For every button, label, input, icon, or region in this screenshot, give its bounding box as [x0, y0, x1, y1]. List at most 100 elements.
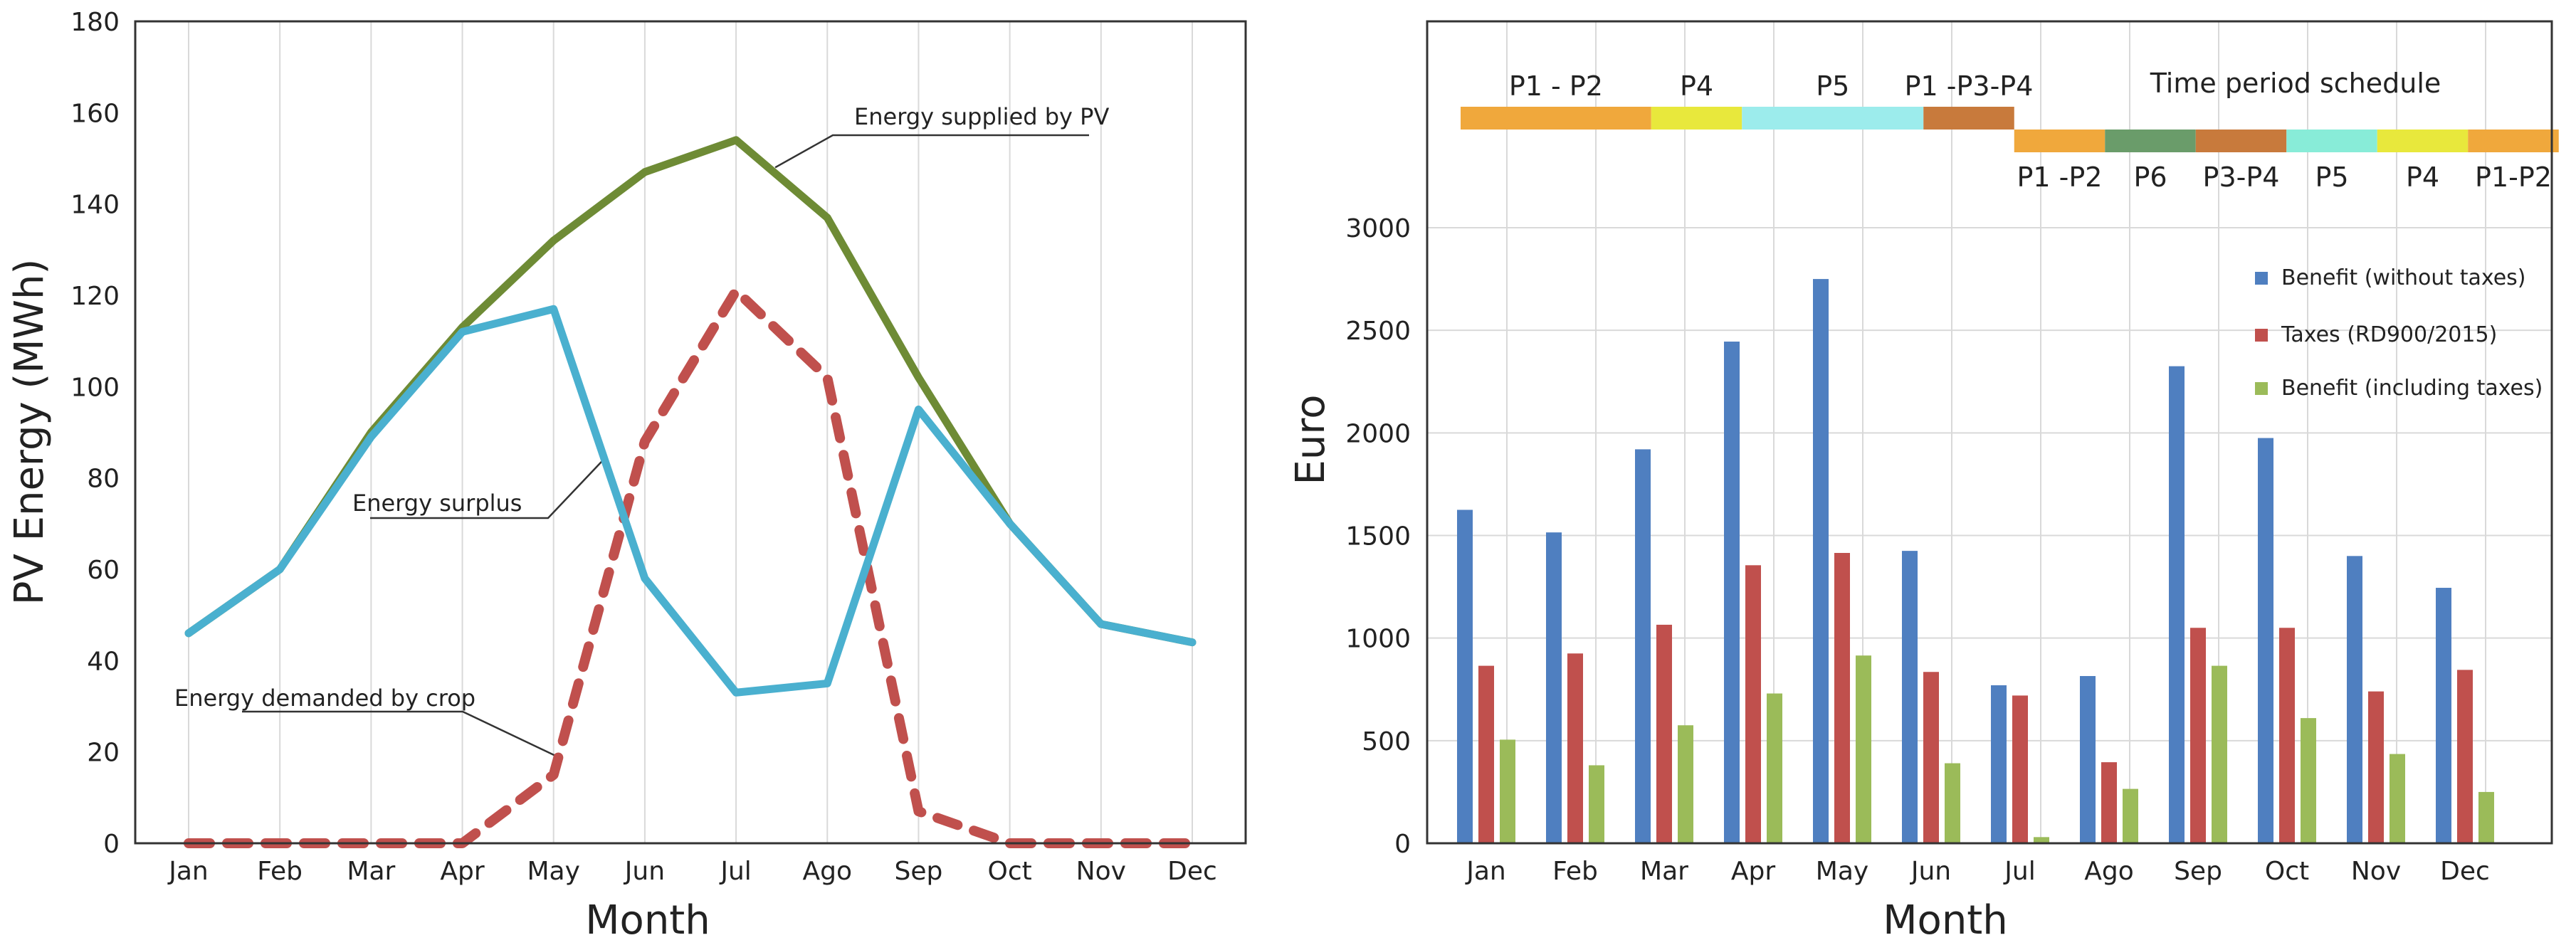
- left-y-tick-100: 100: [70, 373, 120, 402]
- bar-benefit-including-taxes-jan: [1500, 739, 1515, 843]
- schedule-row2-label-p4: P4: [2406, 162, 2439, 193]
- left-plot-frame: [134, 20, 1247, 845]
- bar-benefit-including-taxes-ago: [2123, 788, 2138, 843]
- bar-benefit-including-taxes-may: [1856, 655, 1871, 843]
- annotation-energy-demanded: Energy demanded by crop: [174, 685, 475, 712]
- left-y-tick-80: 80: [87, 465, 120, 494]
- legend-label-benefit-without-taxes: Benefit (without taxes): [2281, 265, 2526, 290]
- right-x-tick-oct: Oct: [2265, 857, 2309, 886]
- bar-benefit-without-taxes-sep: [2169, 366, 2185, 843]
- left-y-tick-0: 0: [103, 830, 120, 859]
- bar-taxes-rd900-2015-dec: [2457, 670, 2473, 843]
- bar-benefit-without-taxes-oct: [2258, 438, 2273, 843]
- left-y-tick-140: 140: [70, 191, 120, 220]
- bar-benefit-without-taxes-mar: [1635, 449, 1651, 843]
- schedule-row2-bar-p6: [2105, 130, 2196, 152]
- bar-benefit-without-taxes-ago: [2080, 676, 2096, 843]
- left-y-tick-20: 20: [87, 739, 120, 768]
- schedule-row1-label-p4: P4: [1680, 70, 1713, 102]
- leader-energy-supplied: [774, 134, 1089, 169]
- bar-taxes-rd900-2015-oct: [2279, 628, 2295, 843]
- schedule-row2-bar-p1-p2: [2468, 130, 2559, 152]
- left-y-tick-160: 160: [70, 99, 120, 128]
- annotation-energy-surplus: Energy surplus: [352, 490, 522, 517]
- right-x-tick-jun: Jun: [1910, 857, 1951, 886]
- bar-benefit-including-taxes-oct: [2301, 718, 2316, 843]
- left-series-line-energy-surplus: [184, 305, 1197, 697]
- bar-benefit-without-taxes-feb: [1546, 532, 1562, 843]
- schedule-row2-bar-p4: [2377, 130, 2469, 152]
- left-series-line-energy-demanded-by-crop: [184, 285, 1197, 848]
- left-x-tick-may: May: [527, 857, 580, 886]
- right-x-tick-sep: Sep: [2174, 857, 2222, 886]
- right-bars: [1457, 279, 2494, 843]
- bar-taxes-rd900-2015-jul: [2012, 695, 2028, 843]
- bar-taxes-rd900-2015-feb: [1567, 653, 1583, 843]
- schedule-row2-label-p5: P5: [2315, 162, 2348, 193]
- right-y-tick-labels: 0 500 1000 1500 2000 2500 3000: [1345, 214, 1411, 859]
- right-x-tick-ago: Ago: [2084, 857, 2134, 886]
- right-plot-frame: [1426, 20, 2553, 845]
- left-x-tick-jun: Jun: [624, 857, 665, 886]
- legend-swatch-benefit-including-taxes: [2255, 382, 2268, 395]
- bar-benefit-including-taxes-feb: [1589, 765, 1604, 843]
- bar-benefit-including-taxes-nov: [2390, 754, 2405, 843]
- bar-taxes-rd900-2015-mar: [1656, 624, 1672, 843]
- left-line-chart: 0 20 40 60 80 100 120 140 160 180 Jan Feb Mar Apr May…: [6, 8, 1247, 944]
- left-x-tick-labels: Jan Feb Mar Apr May Jun Jul Ago Sep Oct Nov Dec: [167, 857, 1217, 886]
- leader-energy-demanded: [242, 710, 558, 758]
- bar-taxes-rd900-2015-jan: [1478, 665, 1494, 843]
- legend-label-taxes-rd900-2015: Taxes (RD900/2015): [2281, 322, 2497, 347]
- schedule-row2-bar-p5: [2286, 130, 2377, 152]
- left-x-tick-jan: Jan: [167, 857, 209, 886]
- left-gridlines: [188, 21, 1193, 843]
- left-x-tick-ago: Ago: [803, 857, 853, 886]
- schedule-row2-bar-p1-p2: [2014, 130, 2106, 152]
- schedule-row1-bar-p1-p3-p4: [1923, 107, 2014, 130]
- legend-swatch-taxes-rd900-2015: [2255, 329, 2268, 342]
- bar-benefit-without-taxes-jan: [1457, 510, 1473, 843]
- right-y-tick-500: 500: [1362, 727, 1411, 756]
- schedule-row1-bar-p4: [1651, 107, 1742, 130]
- schedule-row2-bar-p3-p4: [2195, 130, 2287, 152]
- left-y-tick-labels: 0 20 40 60 80 100 120 140 160 180: [70, 8, 120, 859]
- right-x-tick-mar: Mar: [1640, 857, 1688, 886]
- right-x-tick-feb: Feb: [1552, 857, 1598, 886]
- left-y-axis-title: PV Energy (MWh): [6, 259, 53, 606]
- time-period-schedule: P1 - P2 P4 P5 P1 -P3-P4 P1 -P2 P6 P3-P4 P5 P4 P1-…: [1461, 70, 2559, 193]
- right-x-tick-labels: Jan Feb Mar Apr May Jun Jul Ago Sep Oct Nov Dec: [1465, 857, 2490, 886]
- bar-benefit-without-taxes-dec: [2436, 588, 2451, 843]
- left-x-tick-mar: Mar: [347, 857, 395, 886]
- bar-taxes-rd900-2015-nov: [2368, 691, 2384, 843]
- right-x-axis-title: Month: [1883, 897, 2008, 944]
- left-x-axis-title: Month: [585, 897, 710, 944]
- schedule-row1-bar-p1-p2: [1461, 107, 1651, 130]
- schedule-row1-label-p5: P5: [1816, 70, 1849, 102]
- left-y-tick-40: 40: [87, 647, 120, 676]
- left-annotation-leaders: [242, 134, 1089, 758]
- legend-label-benefit-including-taxes: Benefit (including taxes): [2281, 376, 2543, 401]
- right-y-tick-2500: 2500: [1345, 317, 1411, 346]
- bar-taxes-rd900-2015-sep: [2190, 628, 2206, 843]
- bar-benefit-including-taxes-jun: [1945, 763, 1960, 843]
- right-x-tick-may: May: [1816, 857, 1868, 886]
- right-y-tick-0: 0: [1394, 830, 1411, 859]
- right-x-tick-jul: Jul: [2003, 857, 2035, 886]
- bar-benefit-including-taxes-mar: [1678, 725, 1693, 843]
- left-x-tick-oct: Oct: [988, 857, 1032, 886]
- right-bar-chart: P1 - P2 P4 P5 P1 -P3-P4 P1 -P2 P6 P3-P4 P5 P4 P1-…: [1288, 20, 2559, 944]
- left-x-tick-nov: Nov: [1076, 857, 1126, 886]
- left-y-tick-60: 60: [87, 556, 120, 585]
- bar-benefit-including-taxes-sep: [2212, 665, 2227, 843]
- schedule-row1-label-p1-p3-p4: P1 -P3-P4: [1905, 70, 2034, 102]
- schedule-row2-label-p1-p2: P1-P2: [2475, 162, 2552, 193]
- left-x-tick-jul: Jul: [719, 857, 751, 886]
- schedule-row1-label-p1-p2: P1 - P2: [1509, 70, 1603, 102]
- left-y-tick-120: 120: [70, 282, 120, 311]
- bar-taxes-rd900-2015-may: [1834, 553, 1850, 843]
- right-x-tick-apr: Apr: [1731, 857, 1775, 886]
- left-y-tick-180: 180: [70, 8, 120, 37]
- bar-taxes-rd900-2015-jun: [1923, 672, 1939, 843]
- left-x-tick-dec: Dec: [1167, 857, 1217, 886]
- left-x-tick-feb: Feb: [257, 857, 303, 886]
